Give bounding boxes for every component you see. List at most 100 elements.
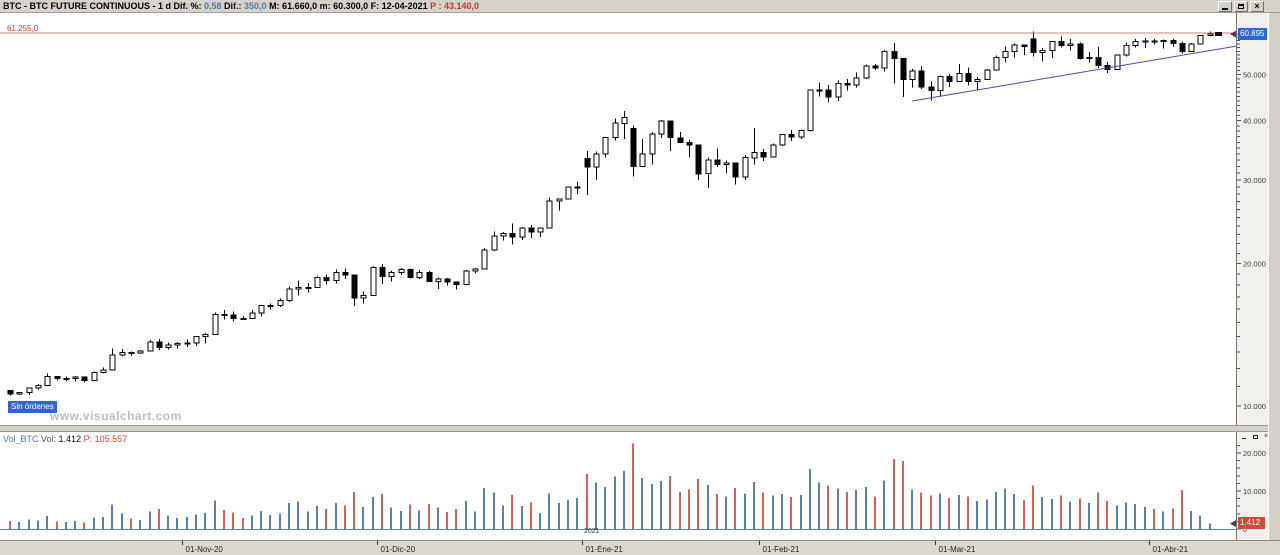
volume-axis-zero-label: 0 [1243,527,1247,534]
candle-body [323,277,330,282]
title-part: Dif. %: [173,1,204,11]
volume-bar [651,484,653,529]
candle-body [26,387,33,394]
volume-bar [781,494,783,529]
volume-close-button[interactable]: × [1262,433,1270,440]
volume-axis-label: 10.000 [1243,487,1266,496]
candle-body [426,271,433,283]
volume-bar [1162,511,1164,529]
volume-bar [335,502,337,529]
candle-body [788,134,795,138]
candle-body [333,271,340,281]
volume-minimize-button[interactable] [1240,433,1248,440]
candle-body [760,151,767,158]
volume-bar [214,500,216,529]
restore-button[interactable] [1234,1,1248,12]
volume-bar [223,510,225,529]
candle-body [463,270,470,285]
candle-body [286,288,293,301]
candles [7,31,1214,396]
candle-body [844,82,851,86]
volume-header-part: 1.412 [58,434,82,444]
volume-bar [307,511,309,529]
candle-body [119,352,126,356]
candle-body [1170,39,1177,44]
candle-body [295,287,302,290]
candle-body [165,344,172,349]
volume-bar [242,518,244,529]
volume-bar [195,514,197,529]
candle-body [1095,56,1102,66]
volume-bar [446,511,448,529]
volume-bar [344,505,346,529]
volume-bar [558,503,560,529]
volume-bar [855,490,857,529]
candle-body [751,151,758,159]
candle-body [1049,41,1056,51]
volume-bar [772,495,774,529]
candle-body [500,233,507,237]
volume-bar [288,503,290,529]
time-axis[interactable]: 01-Nov-20 01-Dic-20 01-Ene-21 01-Feb-21 01-M… [0,540,1280,555]
candle-body [937,76,944,91]
volume-bar [669,475,671,529]
candle-body [54,376,61,380]
candle-body [379,267,386,278]
volume-bar [1199,515,1201,529]
price-axis-label: 20.000 [1243,259,1266,268]
time-axis-label: 01-Abr-21 [1153,545,1189,554]
candle-body [212,314,219,336]
trendline[interactable] [912,45,1237,102]
volume-bar [697,478,699,529]
volume-bar [269,514,271,529]
candle-body [621,117,628,124]
volume-bar [483,488,485,529]
candle-body [1132,40,1139,46]
volume-bar [911,489,913,529]
candle-body [63,378,70,381]
candle-body [863,65,870,79]
volume-bar [725,496,727,529]
volume-bar [567,500,569,529]
volume-axis-label: 20.000 [1243,449,1266,458]
candle-body [1021,44,1028,48]
chart-window-titlebar[interactable]: BTC - BTC FUTURE CONTINUOUS - 1 d Dif. %… [0,0,1280,13]
candle-body [546,200,553,229]
title-part: BTC - BTC FUTURE CONTINUOUS - 1 d [3,1,174,11]
close-button[interactable]: × [1250,1,1264,12]
price-axis[interactable]: 50.000 40.000 30.000 20.000 10.000 [1237,13,1268,425]
volume-bar [28,519,30,529]
volume-pointer-icon [1230,520,1236,528]
minimize-button[interactable] [1218,1,1232,12]
candle-body [807,89,814,132]
volume-bar [18,522,20,529]
candle-body [714,159,721,166]
candle-body [574,186,581,189]
chart-window-title: BTC - BTC FUTURE CONTINUOUS - 1 d Dif. %… [3,1,479,11]
volume-pane-controls: × [1240,433,1270,440]
volume-bar [1041,497,1043,529]
price-axis-label: 10.000 [1243,402,1266,411]
volume-bar [409,504,411,529]
volume-bar [390,507,392,529]
candle-body [872,65,879,69]
title-part: 350,0 [244,1,267,11]
volume-bar [800,494,802,529]
candle-body [109,354,116,371]
candle-body [584,157,591,168]
volume-pane[interactable] [0,432,1237,540]
volume-bar [428,503,430,529]
volume-bar [232,512,234,529]
reference-price-label: 61.255,0 [7,24,39,33]
candle-body [370,267,377,297]
candle-body [984,69,991,80]
candle-body [900,58,907,81]
volume-restore-button[interactable] [1251,433,1259,440]
price-chart-pane[interactable] [0,13,1237,425]
time-axis-ticks: 01-Nov-20 01-Dic-20 01-Ene-21 01-Feb-21 01-M… [182,541,1189,554]
candle-body [928,86,935,91]
candle-body [946,76,953,82]
pane-separator[interactable] [0,425,1268,432]
candle-body [416,271,423,279]
candle-body [1114,54,1121,70]
